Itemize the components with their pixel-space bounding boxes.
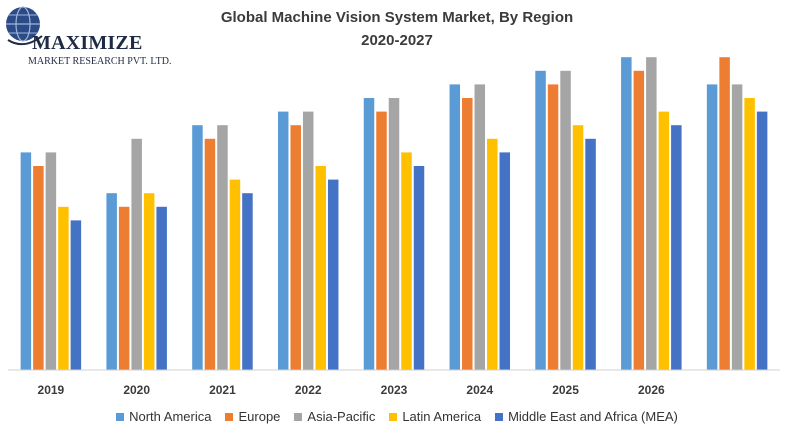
legend-label: North America xyxy=(129,409,212,424)
bar-unlabeled-middle-east-and-africa-mea- xyxy=(756,111,768,370)
bar-2019-latin-america xyxy=(58,206,69,370)
bar-2021-north-america xyxy=(192,125,203,370)
x-tick-label: 2019 xyxy=(38,383,65,397)
bar-2022-europe xyxy=(290,125,301,370)
x-tick-label: 2020 xyxy=(123,383,150,397)
bar-2022-asia-pacific xyxy=(302,111,314,370)
legend-label: Europe xyxy=(238,409,281,424)
bar-2026-latin-america xyxy=(658,111,670,370)
chart-legend: North America Europe Asia-Pacific Latin Ame… xyxy=(0,409,794,424)
bar-2024-europe xyxy=(462,98,473,370)
bar-2024-latin-america xyxy=(487,138,498,370)
bar-2020-europe xyxy=(118,206,130,370)
bar-2021-latin-america xyxy=(229,179,241,370)
bar-2020-latin-america xyxy=(143,193,155,370)
x-tick-labels: 2019 2020 2021 2022 2023 2024 2025 2026 xyxy=(38,383,665,397)
bar-2020-middle-east-and-africa-mea- xyxy=(156,206,167,370)
bar-2024-north-america xyxy=(449,84,461,371)
bar-2022-middle-east-and-africa-mea- xyxy=(327,179,339,370)
company-logo: MAXIMIZE MARKET RESEARCH PVT. LTD. xyxy=(2,2,172,70)
legend-swatch xyxy=(495,412,504,421)
bar-2021-europe xyxy=(204,138,216,370)
legend-item: Asia-Pacific xyxy=(294,409,375,424)
bar-2025-europe xyxy=(547,84,559,371)
bar-2025-middle-east-and-africa-mea- xyxy=(585,138,596,370)
chart-title: Global Machine Vision System Market, By … xyxy=(220,9,574,26)
bar-2025-north-america xyxy=(535,70,546,371)
bars-layer xyxy=(20,57,768,371)
chart-subtitle: 2020-2027 xyxy=(361,32,433,49)
bar-2019-europe xyxy=(33,166,44,370)
legend-label: Latin America xyxy=(402,409,482,424)
bar-2021-middle-east-and-africa-mea- xyxy=(242,193,253,370)
legend-swatch xyxy=(225,412,234,421)
bar-unlabeled-north-america xyxy=(706,84,718,371)
legend-swatch xyxy=(389,412,398,421)
bar-2026-middle-east-and-africa-mea- xyxy=(671,125,682,370)
bar-2023-north-america xyxy=(363,98,375,370)
legend-item: North America xyxy=(116,409,211,424)
bar-2023-europe xyxy=(376,111,387,370)
bar-2024-asia-pacific xyxy=(474,84,486,371)
x-tick-label: 2022 xyxy=(295,383,322,397)
x-tick-label: 2021 xyxy=(209,383,236,397)
bar-2025-latin-america xyxy=(572,125,584,370)
bar-2024-middle-east-and-africa-mea- xyxy=(499,152,511,370)
legend-swatch xyxy=(116,412,125,421)
logo-subtitle: MARKET RESEARCH PVT. LTD. xyxy=(28,56,172,67)
x-tick-label: 2024 xyxy=(466,383,493,397)
bar-2019-middle-east-and-africa-mea- xyxy=(70,220,82,370)
legend-item: Europe xyxy=(225,409,280,424)
x-tick-label: 2026 xyxy=(638,383,665,397)
legend-label: Asia-Pacific xyxy=(307,409,376,424)
bar-2025-asia-pacific xyxy=(560,70,571,371)
legend-swatch xyxy=(294,412,303,421)
bar-unlabeled-europe xyxy=(719,57,730,370)
bar-2022-north-america xyxy=(277,111,289,370)
legend-item: Latin America xyxy=(389,409,481,424)
bar-2020-asia-pacific xyxy=(131,138,142,370)
bar-2022-latin-america xyxy=(315,166,326,370)
bar-unlabeled-asia-pacific xyxy=(731,84,743,371)
bar-2023-middle-east-and-africa-mea- xyxy=(413,166,425,370)
bar-chart: 2019 2020 2021 2022 2023 2024 2025 2026 xyxy=(8,57,780,397)
x-tick-label: 2023 xyxy=(381,383,408,397)
bar-2020-north-america xyxy=(106,193,117,370)
bar-2026-europe xyxy=(633,70,645,371)
globe-icon xyxy=(6,6,43,46)
bar-2023-asia-pacific xyxy=(388,98,400,370)
logo-name: MAXIMIZE xyxy=(32,32,143,54)
bar-2023-latin-america xyxy=(401,152,412,370)
bar-2026-asia-pacific xyxy=(646,57,657,370)
x-tick-label: 2025 xyxy=(552,383,579,397)
bar-2019-north-america xyxy=(20,152,32,370)
legend-label: Middle East and Africa (MEA) xyxy=(508,409,678,424)
bar-2019-asia-pacific xyxy=(45,152,57,370)
bar-2026-north-america xyxy=(621,57,632,370)
legend-item: Middle East and Africa (MEA) xyxy=(495,409,678,424)
bar-2021-asia-pacific xyxy=(217,125,228,370)
bar-unlabeled-latin-america xyxy=(744,98,755,370)
